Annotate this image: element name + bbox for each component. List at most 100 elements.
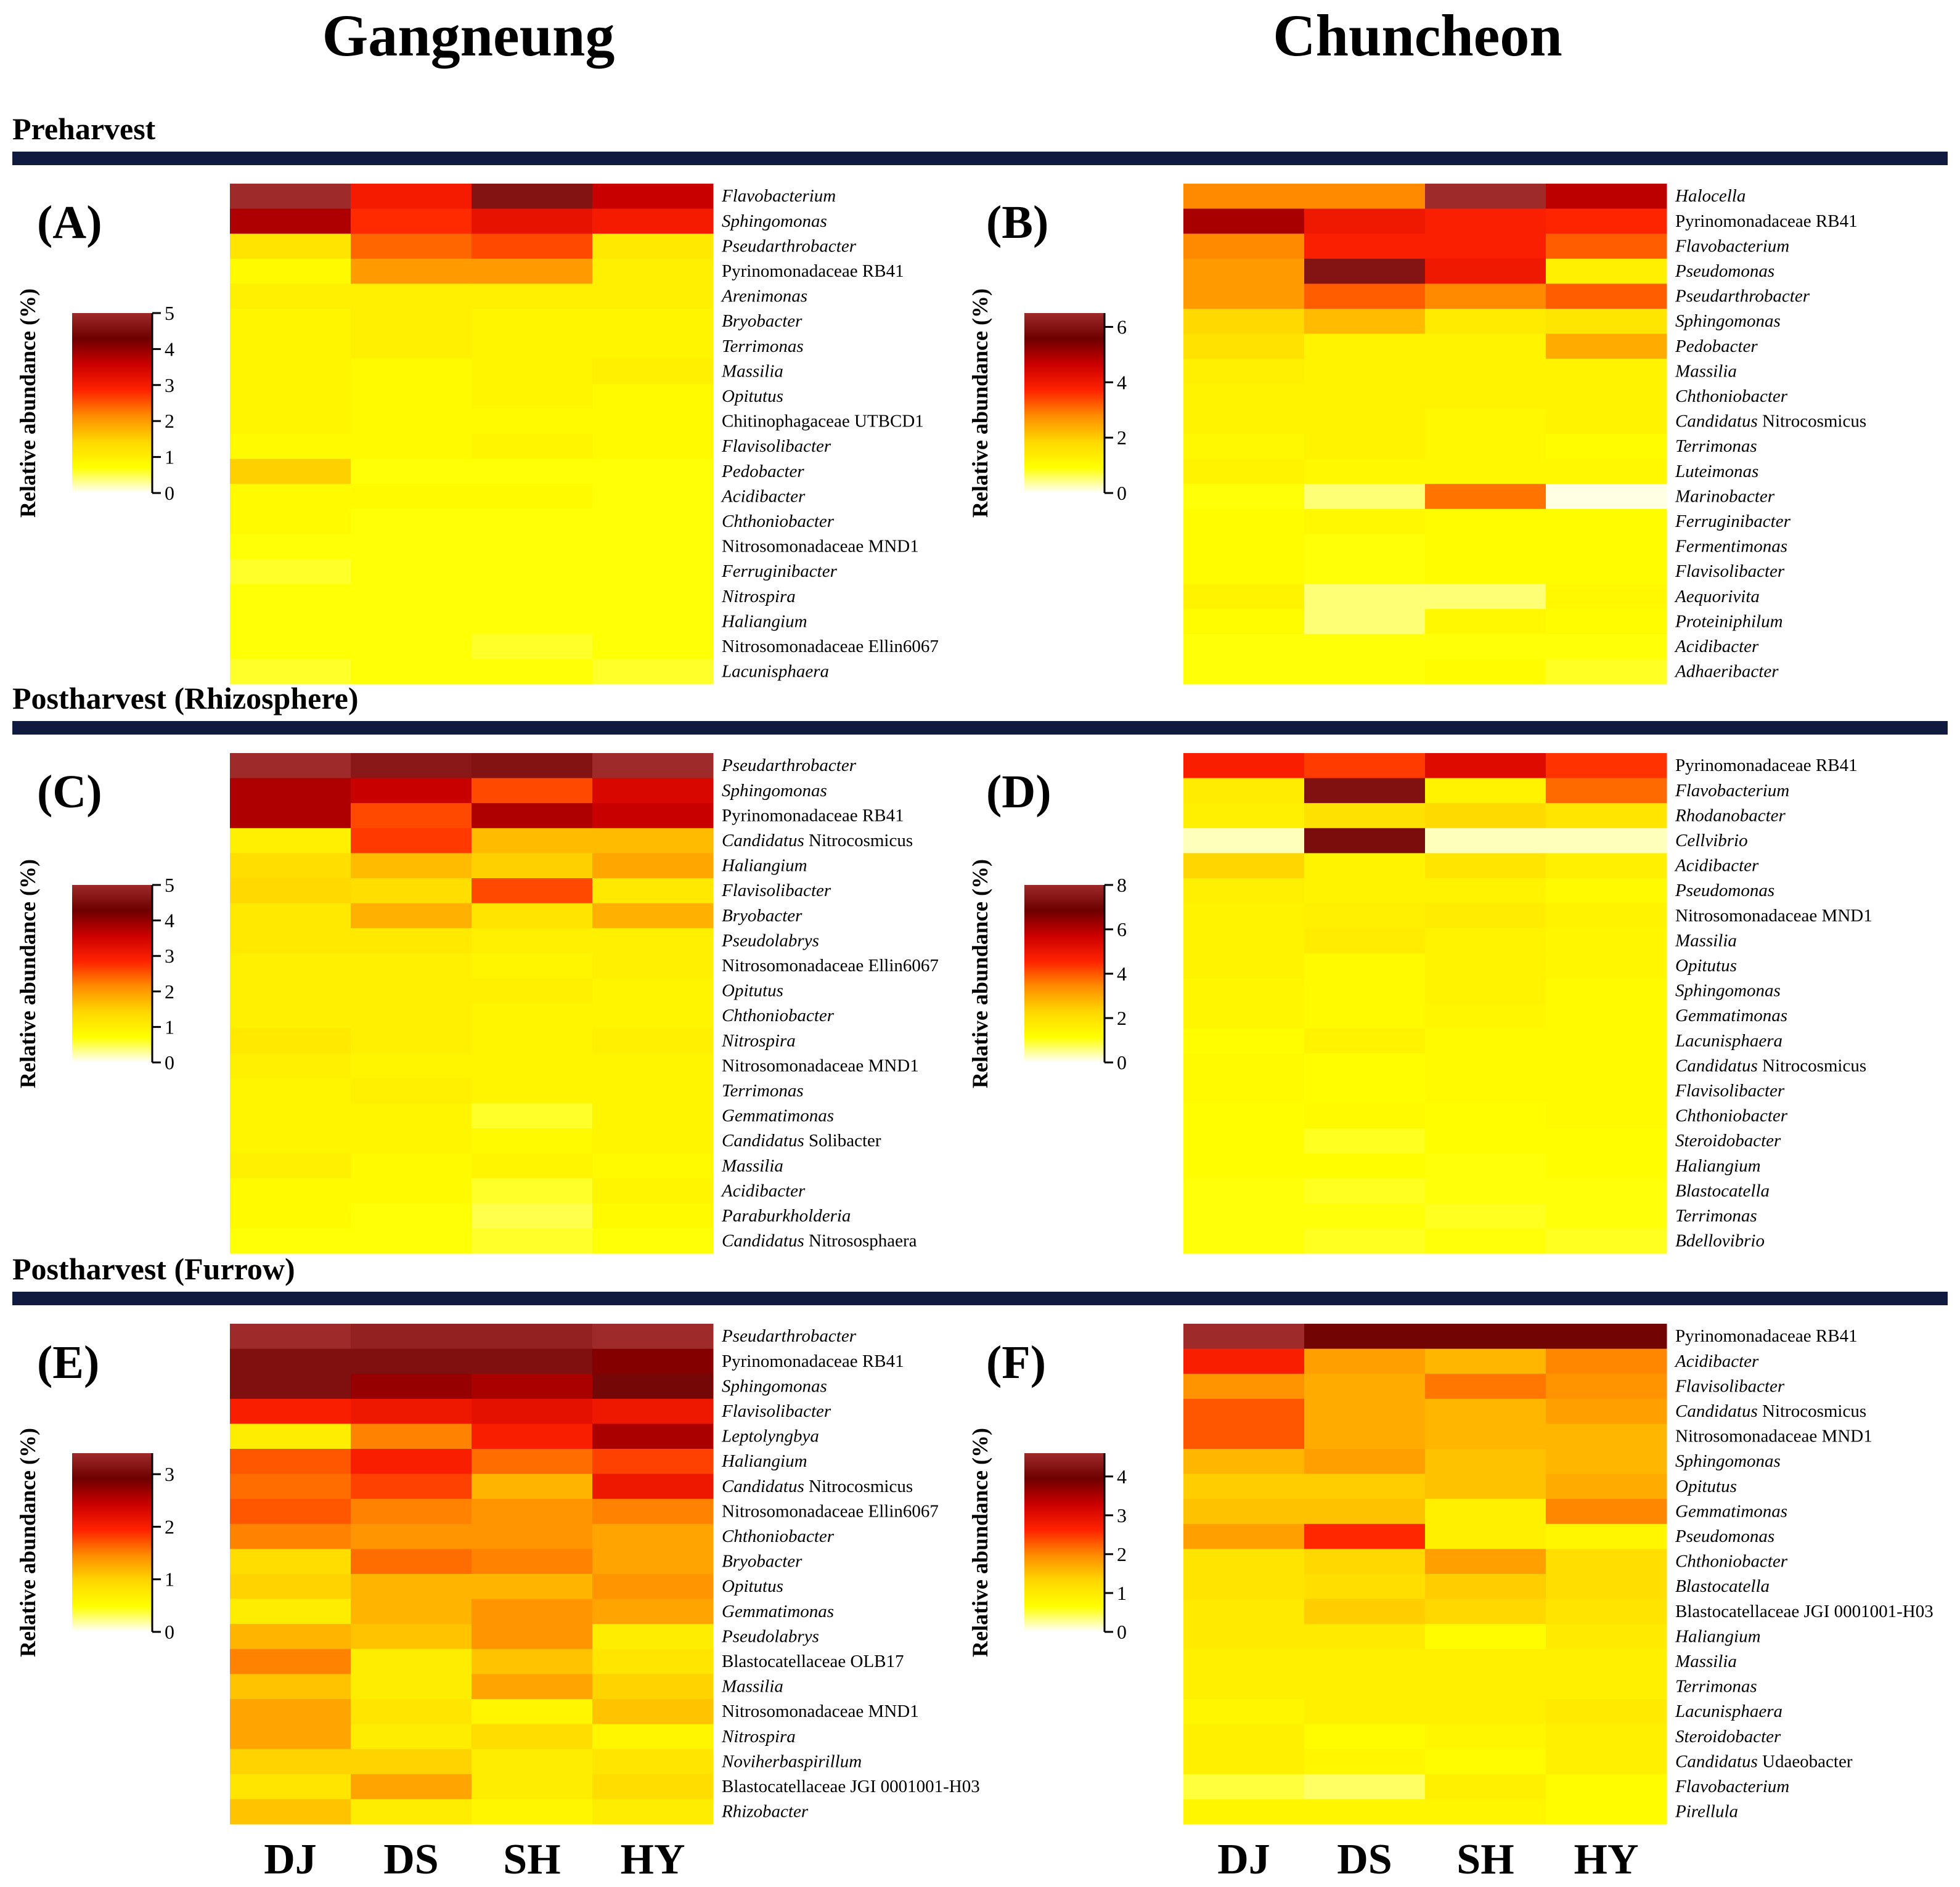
- heatmap-cell: [1546, 383, 1667, 409]
- heatmap-cell: [1304, 1523, 1426, 1549]
- heatmap-cell: [351, 359, 472, 385]
- heatmap-cell: [230, 1348, 351, 1374]
- row-label: Candidatus Nitrocosmicus: [1675, 412, 1866, 431]
- heatmap-cell: [1183, 534, 1305, 560]
- heatmap-cell: [1546, 634, 1667, 659]
- heatmap-cell: [1304, 258, 1426, 284]
- row-label: Haliangium: [721, 856, 807, 876]
- heatmap-cell: [351, 333, 472, 359]
- heatmap-cell: [1183, 878, 1305, 904]
- colorbar-tick-label: 4: [165, 910, 174, 932]
- heatmap-cell: [1183, 609, 1305, 635]
- heatmap-cell: [1304, 1749, 1426, 1775]
- section-divider: [12, 721, 1948, 735]
- row-label: Candidatus Nitrocosmicus: [722, 1477, 913, 1496]
- heatmap-cell: [1425, 1078, 1546, 1104]
- heatmap-cell: [351, 978, 472, 1004]
- heatmap-cell: [1425, 803, 1546, 829]
- section-title: Postharvest (Furrow): [12, 1252, 295, 1286]
- heatmap-cell: [351, 234, 472, 259]
- heatmap-cell: [1546, 1228, 1667, 1254]
- heatmap-cell: [592, 1398, 714, 1424]
- row-label: Gemmatimonas: [1675, 1501, 1787, 1521]
- heatmap-cell: [592, 1499, 714, 1525]
- row-label-species: Nitrocosmicus: [1758, 1401, 1866, 1421]
- heatmap-cell: [1546, 659, 1667, 685]
- row-label: Opitutus: [722, 981, 783, 1001]
- heatmap-cell: [1546, 1398, 1667, 1424]
- heatmap-cell: [1183, 1699, 1305, 1725]
- colorbar-tick-label: 0: [165, 1051, 174, 1074]
- row-label: Halocella: [1675, 186, 1746, 206]
- heatmap-cell: [592, 484, 714, 510]
- heatmap-cell: [1183, 1599, 1305, 1624]
- row-label: Luteimonas: [1675, 462, 1758, 481]
- panel-label: (C): [37, 766, 102, 818]
- heatmap-cell: [230, 1128, 351, 1154]
- heatmap-cell: [1183, 1549, 1305, 1575]
- colorbar-tick-label: 1: [165, 1016, 174, 1038]
- colorbar-title: Relative abundance (%): [968, 859, 992, 1088]
- heatmap-cell: [592, 1003, 714, 1029]
- row-label: Haliangium: [721, 611, 807, 631]
- heatmap-cell: [1183, 484, 1305, 510]
- heatmap-cell: [1183, 1028, 1305, 1054]
- row-label: Candidatus Nitrocosmicus: [1675, 1056, 1866, 1075]
- heatmap-cell: [1304, 434, 1426, 460]
- row-label: Pseudarthrobacter: [721, 756, 857, 775]
- heatmap-cell: [592, 1203, 714, 1229]
- heatmap-cell: [1546, 1053, 1667, 1079]
- heatmap-cell: [1425, 1348, 1546, 1374]
- row-label: Nitrospira: [721, 587, 796, 606]
- heatmap-cell: [1183, 778, 1305, 804]
- heatmap-cell: [230, 309, 351, 335]
- heatmap-cell: [1425, 1649, 1546, 1674]
- heatmap-cell: [1425, 333, 1546, 359]
- row-label: Terrimonas: [1675, 1206, 1757, 1226]
- heatmap-cell: [472, 1153, 593, 1179]
- heatmap-cell: [472, 1523, 593, 1549]
- heatmap-cell: [1304, 1103, 1426, 1129]
- heatmap-cell: [1546, 1774, 1667, 1799]
- row-label: Lacunisphaera: [1675, 1031, 1782, 1051]
- colorbar-title: Relative abundance (%): [15, 1428, 40, 1657]
- colorbar-tick-label: 0: [1117, 1621, 1127, 1643]
- heatmap-cell: [1546, 559, 1667, 585]
- heatmap-cell: [230, 1649, 351, 1674]
- row-label: Cellvibrio: [1675, 831, 1748, 850]
- colorbar-fill: [72, 1453, 152, 1632]
- heatmap-cell: [1425, 534, 1546, 560]
- heatmap-cell: [230, 1499, 351, 1525]
- heatmap-cell: [1304, 1599, 1426, 1624]
- row-label: Haliangium: [721, 1451, 807, 1471]
- row-label: Pyrinomonadaceae RB41: [722, 261, 904, 281]
- heatmap-cell: [592, 333, 714, 359]
- heatmap-cell: [1425, 283, 1546, 309]
- section-title: Preharvest: [12, 112, 156, 146]
- row-label: Flavobacterium: [1675, 781, 1789, 801]
- colorbar-tick-label: 1: [1117, 1582, 1127, 1604]
- heatmap-cell: [1546, 928, 1667, 954]
- heatmap-cell: [351, 559, 472, 585]
- heatmap-cell: [1304, 184, 1426, 210]
- row-label: Ferruginibacter: [1675, 511, 1791, 531]
- heatmap-cell: [1304, 534, 1426, 560]
- heatmap-cell: [472, 1424, 593, 1449]
- heatmap-cell: [1425, 1324, 1546, 1350]
- heatmap-cell: [1304, 1178, 1426, 1204]
- heatmap-cell: [351, 609, 472, 635]
- row-label: Pseudomonas: [1675, 881, 1774, 900]
- heatmap-cell: [472, 1053, 593, 1079]
- heatmap-cell: [1304, 1078, 1426, 1104]
- row-label: Leptolyngbya: [721, 1427, 819, 1446]
- heatmap-cell: [1304, 1348, 1426, 1374]
- heatmap-cell: [1425, 1398, 1546, 1424]
- heatmap-cell: [1183, 659, 1305, 685]
- heatmap-cell: [1425, 1203, 1546, 1229]
- heatmap-cell: [1425, 1374, 1546, 1400]
- heatmap-cell: [1546, 953, 1667, 979]
- heatmap-cell: [1183, 258, 1305, 284]
- colorbar-tick-label: 4: [1117, 371, 1127, 393]
- heatmap-cell: [1425, 928, 1546, 954]
- heatmap-cell: [472, 609, 593, 635]
